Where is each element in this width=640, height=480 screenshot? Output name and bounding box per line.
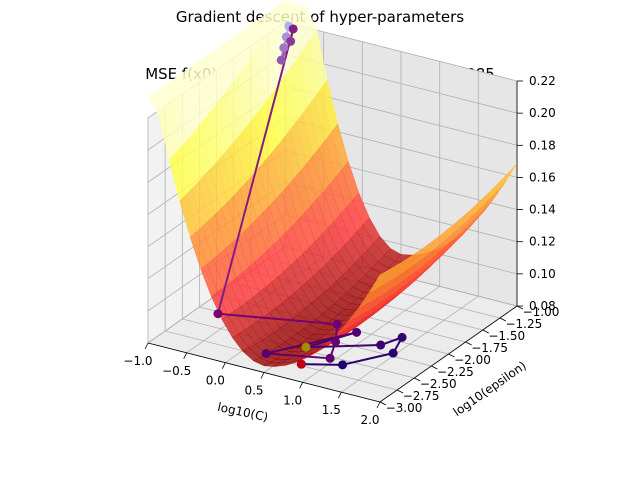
z-tick-label: 0.14	[529, 203, 556, 217]
path-point	[332, 319, 342, 329]
y-tick-label: −2.50	[420, 377, 457, 391]
x-tick	[221, 362, 226, 369]
y-tick	[448, 353, 455, 358]
x-tick	[183, 352, 188, 360]
y-tick	[431, 365, 438, 370]
x-tick-label: 0.0	[206, 374, 225, 388]
y-tick-label: −1.25	[505, 317, 542, 331]
y-tick-label: −2.00	[454, 353, 491, 367]
path-point	[276, 55, 286, 65]
path-point	[286, 36, 296, 46]
y-tick	[465, 341, 472, 346]
x-tick	[337, 391, 342, 399]
axes: −1.0−0.50.00.51.01.52.0−3.00−2.75−2.50−2…	[123, 74, 559, 427]
descent-path	[213, 21, 407, 370]
path-point	[288, 24, 298, 34]
x-tick	[144, 342, 149, 350]
x-tick	[376, 401, 381, 409]
path-segment	[216, 28, 295, 314]
y-tick	[414, 377, 421, 382]
z-tick-label: 0.18	[529, 138, 556, 152]
z-tick-label: 0.08	[529, 299, 556, 313]
path-point	[331, 337, 341, 347]
surface	[147, 0, 518, 367]
path-point	[388, 348, 398, 358]
path-segment	[342, 352, 394, 366]
x-tick-label: 1.5	[322, 403, 341, 417]
x-tick	[260, 372, 265, 379]
x-tick-label: 1.0	[283, 393, 302, 407]
surface-patch	[368, 270, 387, 293]
z-tick-label: 0.16	[529, 170, 556, 184]
x-tick-label: 0.5	[244, 384, 263, 398]
y-tick	[482, 329, 489, 334]
y-tick-label: −2.75	[403, 389, 440, 403]
path-segment	[305, 344, 381, 349]
path-point	[261, 349, 271, 359]
path-segment	[305, 331, 357, 349]
y-axis-line	[379, 305, 518, 403]
y-tick	[499, 317, 507, 322]
y-tick-label: −2.25	[437, 365, 474, 379]
x-axis-line	[147, 342, 381, 403]
y-tick-label: −3.00	[386, 401, 423, 415]
z-tick-label: 0.22	[529, 74, 556, 88]
path-point	[352, 327, 362, 337]
highlight-point-final	[296, 359, 306, 369]
x-tick-label: −1.0	[123, 354, 152, 368]
path-point	[279, 43, 289, 53]
y-tick	[379, 401, 387, 406]
y-tick-label: −1.00	[523, 305, 560, 319]
figure-suptitle: Gradient descent of hyper-parameters	[175, 8, 465, 26]
z-tick-label: 0.12	[529, 235, 556, 249]
path-point	[376, 340, 386, 350]
path-point	[338, 360, 348, 370]
z-tick-label: 0.10	[529, 267, 556, 281]
path-segment	[266, 352, 331, 360]
y-tick	[396, 389, 404, 394]
x-axis-label: log10(C)	[216, 400, 269, 424]
y-tick-label: −1.75	[471, 341, 508, 355]
highlight-point-low	[301, 342, 311, 352]
path-point	[325, 353, 335, 363]
x-tick-label: −0.5	[162, 364, 191, 378]
path-segment	[217, 312, 338, 326]
path-point	[397, 332, 407, 342]
path-segment	[301, 363, 343, 366]
x-tick	[299, 382, 304, 389]
z-tick-label: 0.20	[529, 106, 556, 120]
y-tick	[516, 305, 524, 310]
path-point	[213, 309, 223, 319]
y-tick-label: −1.50	[488, 329, 525, 343]
x-tick-label: 2.0	[360, 413, 379, 427]
